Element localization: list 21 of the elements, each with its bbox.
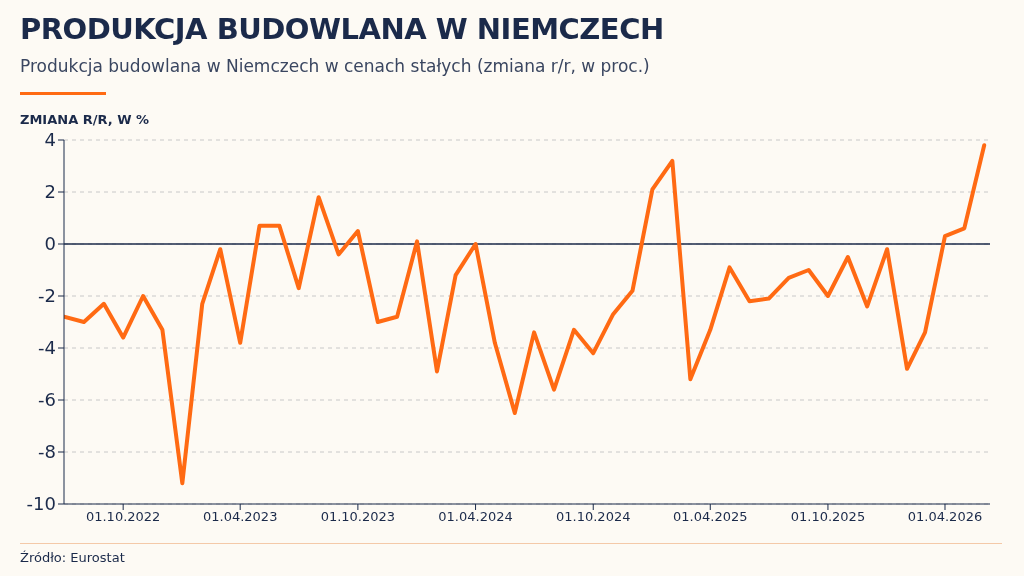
- y-tick-label: -6: [38, 389, 56, 411]
- text: Źródło: Eurostat: [20, 550, 125, 565]
- y-tick-label: -8: [38, 441, 56, 463]
- y-tick-label: -2: [38, 285, 56, 307]
- y-tick-label: -10: [26, 493, 56, 515]
- chart-subtitle: Produkcja budowlana w Niemczech w cenach stałych (zmiana r/r, w proc.): [20, 56, 650, 76]
- x-tick-label: 01.10.2025: [790, 509, 866, 525]
- x-tick-label: 01.10.2024: [556, 509, 631, 525]
- y-tick-label: 0: [44, 233, 56, 255]
- x-tick-label: 01.10.2022: [85, 509, 161, 525]
- y-tick-label: 4: [44, 129, 56, 151]
- x-tick-label: 01.04.2023: [202, 509, 278, 525]
- y-tick-label: -4: [38, 337, 56, 359]
- chart-title: PRODUKCJA BUDOWLANA W NIEMCZECH: [20, 12, 664, 46]
- y-tick-label: 2: [44, 181, 56, 203]
- line-series: [64, 143, 987, 486]
- y-axis-title: ZMIANA R/R, W %: [20, 112, 150, 127]
- x-tick-label: 01.10.2023: [320, 509, 396, 525]
- x-tick-label: 01.04.2025: [673, 509, 748, 525]
- x-tick-label: 01.04.2024: [438, 509, 513, 525]
- x-tick-label: 01.04.2026: [907, 509, 983, 525]
